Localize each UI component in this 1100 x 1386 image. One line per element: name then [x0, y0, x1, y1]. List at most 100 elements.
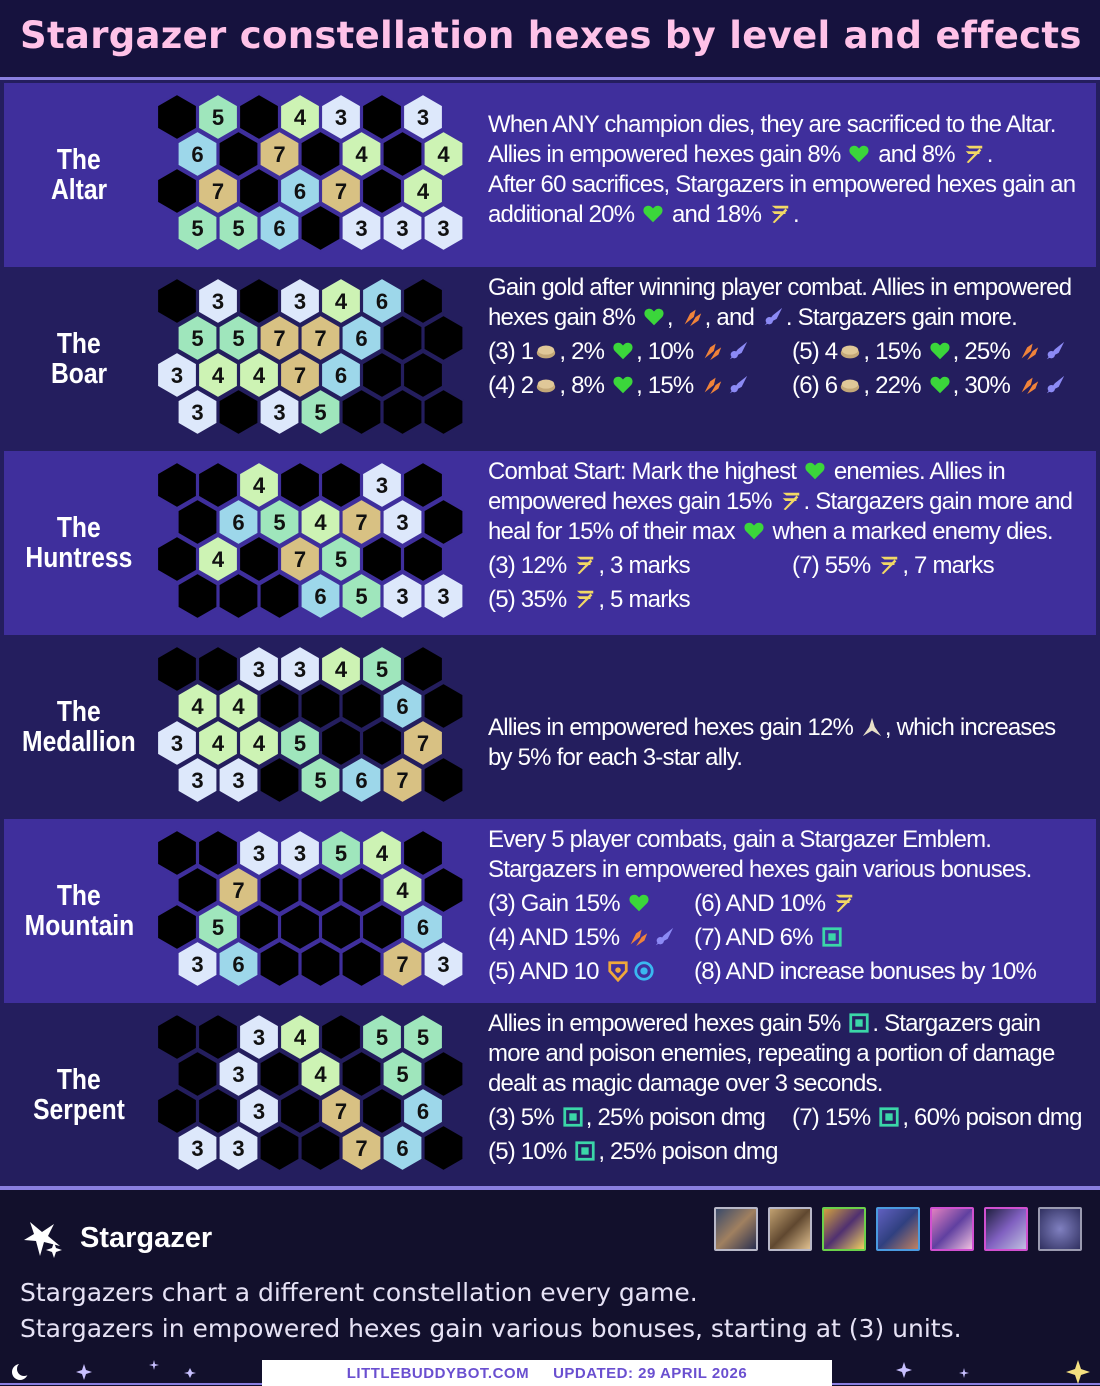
hex-empty	[340, 681, 383, 731]
hex-empty	[361, 350, 403, 400]
hex-empty	[402, 828, 444, 878]
hex-empty	[422, 681, 465, 731]
hex-level-label: 4	[396, 878, 409, 903]
heart-icon	[626, 890, 652, 917]
hex-empty	[258, 939, 301, 989]
hex-empty	[340, 387, 383, 437]
hex-level-label: 6	[335, 363, 347, 388]
attack-damage-icon	[572, 586, 598, 613]
hex-level-label: 5	[417, 1025, 429, 1050]
constellation-name-name-2: Medallion	[22, 726, 136, 758]
hex-level-3: 3	[176, 755, 219, 805]
heart-icon	[802, 458, 828, 485]
hex-empty	[176, 571, 219, 621]
hex-level-label: 7	[294, 363, 306, 388]
hex-level-4: 4	[299, 497, 342, 547]
hex-empty	[238, 534, 280, 584]
constellation-name: The Serpent	[4, 1003, 154, 1187]
hex-level-6: 6	[258, 203, 301, 253]
hex-empty	[156, 1086, 198, 1136]
level-bonus: (3) Gain 15%	[488, 889, 652, 919]
hex-empty	[361, 534, 403, 584]
hex-level-label: 4	[335, 289, 348, 314]
hex-level-3: 3	[156, 350, 198, 400]
hex-level-label: 4	[253, 473, 266, 498]
description-line: Gain gold after winning player combat. A…	[488, 274, 1072, 301]
description-line: After 60 sacrifices, Stargazers in empow…	[488, 171, 1076, 198]
hex-level-label: 6	[232, 952, 244, 977]
ability-power-icon	[760, 304, 786, 331]
hex-level-5: 5	[320, 828, 362, 878]
hex-empty	[197, 644, 239, 694]
hex-level-label: 4	[314, 1062, 327, 1087]
constellation-name-name-1: The	[57, 880, 101, 912]
champion-portrait-5[interactable]	[930, 1207, 974, 1251]
hex-level-4: 4	[422, 129, 465, 179]
hex-level-label: 7	[335, 179, 347, 204]
hex-level-label: 7	[314, 326, 326, 351]
champion-portrait-1[interactable]	[714, 1207, 758, 1251]
hex-empty	[238, 166, 280, 216]
level-bonus: (8) AND increase bonuses by 10%	[694, 958, 1037, 985]
hex-level-7: 7	[217, 865, 260, 915]
hex-empty	[217, 129, 260, 179]
site-link[interactable]: LITTLEBUDDYBOT.COM	[346, 1364, 530, 1382]
hex-level-label: 5	[273, 510, 285, 535]
hex-level-label: 3	[294, 657, 306, 682]
hex-empty	[422, 313, 465, 363]
hex-level-4: 4	[197, 350, 239, 400]
attack-damage-icon	[778, 488, 804, 515]
hex-level-3: 3	[320, 92, 362, 142]
champion-portrait-6[interactable]	[984, 1207, 1028, 1251]
hex-level-label: 7	[396, 952, 408, 977]
hex-level-7: 7	[340, 1123, 383, 1173]
constellation-row: The Altar 5 4 3 3 6 7 4 4 7 6 7 4 5 5 6 3 3 3 When ANY champ…	[4, 83, 1096, 267]
hex-level-label: 4	[294, 105, 307, 130]
constellation-row: The Serpent 3 4 5 5 3 4 5 3 7 6 3 3 7 6 Allies in empowe…	[4, 1003, 1096, 1187]
hex-level-6: 6	[217, 497, 260, 547]
hex-level-label: 3	[171, 731, 183, 756]
hex-empty	[258, 681, 301, 731]
hex-level-5: 5	[402, 1012, 444, 1062]
hex-level-6: 6	[381, 1123, 424, 1173]
hex-level-label: 7	[212, 179, 224, 204]
champion-portrait-2[interactable]	[768, 1207, 812, 1251]
constellation-name: The Medallion	[4, 635, 154, 819]
champion-portrait-3[interactable]	[822, 1207, 866, 1251]
hex-level-label: 6	[417, 1099, 429, 1124]
hex-empty	[176, 865, 219, 915]
heart-icon	[640, 201, 666, 228]
hex-level-5: 5	[197, 902, 239, 952]
hex-empty	[197, 1012, 239, 1062]
hex-empty	[340, 865, 383, 915]
hex-level-5: 5	[381, 1049, 424, 1099]
attack-speed-icon	[699, 372, 725, 399]
hex-level-3: 3	[156, 718, 198, 768]
hex-empty	[402, 350, 444, 400]
constellation-name-name-2: Huntress	[25, 542, 133, 574]
attack-speed-icon	[679, 304, 705, 331]
hex-level-label: 3	[396, 216, 408, 241]
constellation-description: Allies in empowered hexes gain 5% . Star…	[488, 1003, 1094, 1187]
hex-empty	[361, 166, 403, 216]
heart-icon	[641, 304, 667, 331]
hex-level-label: 6	[294, 179, 306, 204]
hex-empty	[422, 497, 465, 547]
hex-level-label: 7	[232, 878, 244, 903]
constellation-description: Gain gold after winning player combat. A…	[488, 267, 1094, 451]
hex-level-label: 4	[212, 363, 225, 388]
trait-emblem-icon[interactable]	[1038, 1207, 1082, 1251]
champion-portrait-4[interactable]	[876, 1207, 920, 1251]
hex-level-5: 5	[340, 571, 383, 621]
hex-level-label: 5	[191, 326, 203, 351]
level-bonus: (5) AND 10	[488, 957, 657, 987]
hex-level-7: 7	[381, 939, 424, 989]
hex-level-label: 5	[232, 216, 244, 241]
hex-level-label: 4	[335, 657, 348, 682]
hex-empty	[422, 865, 465, 915]
hex-level-4: 4	[361, 828, 403, 878]
hex-level-label: 3	[335, 105, 347, 130]
hex-empty	[217, 387, 260, 437]
gold-icon	[837, 338, 863, 365]
hex-empty	[176, 1049, 219, 1099]
